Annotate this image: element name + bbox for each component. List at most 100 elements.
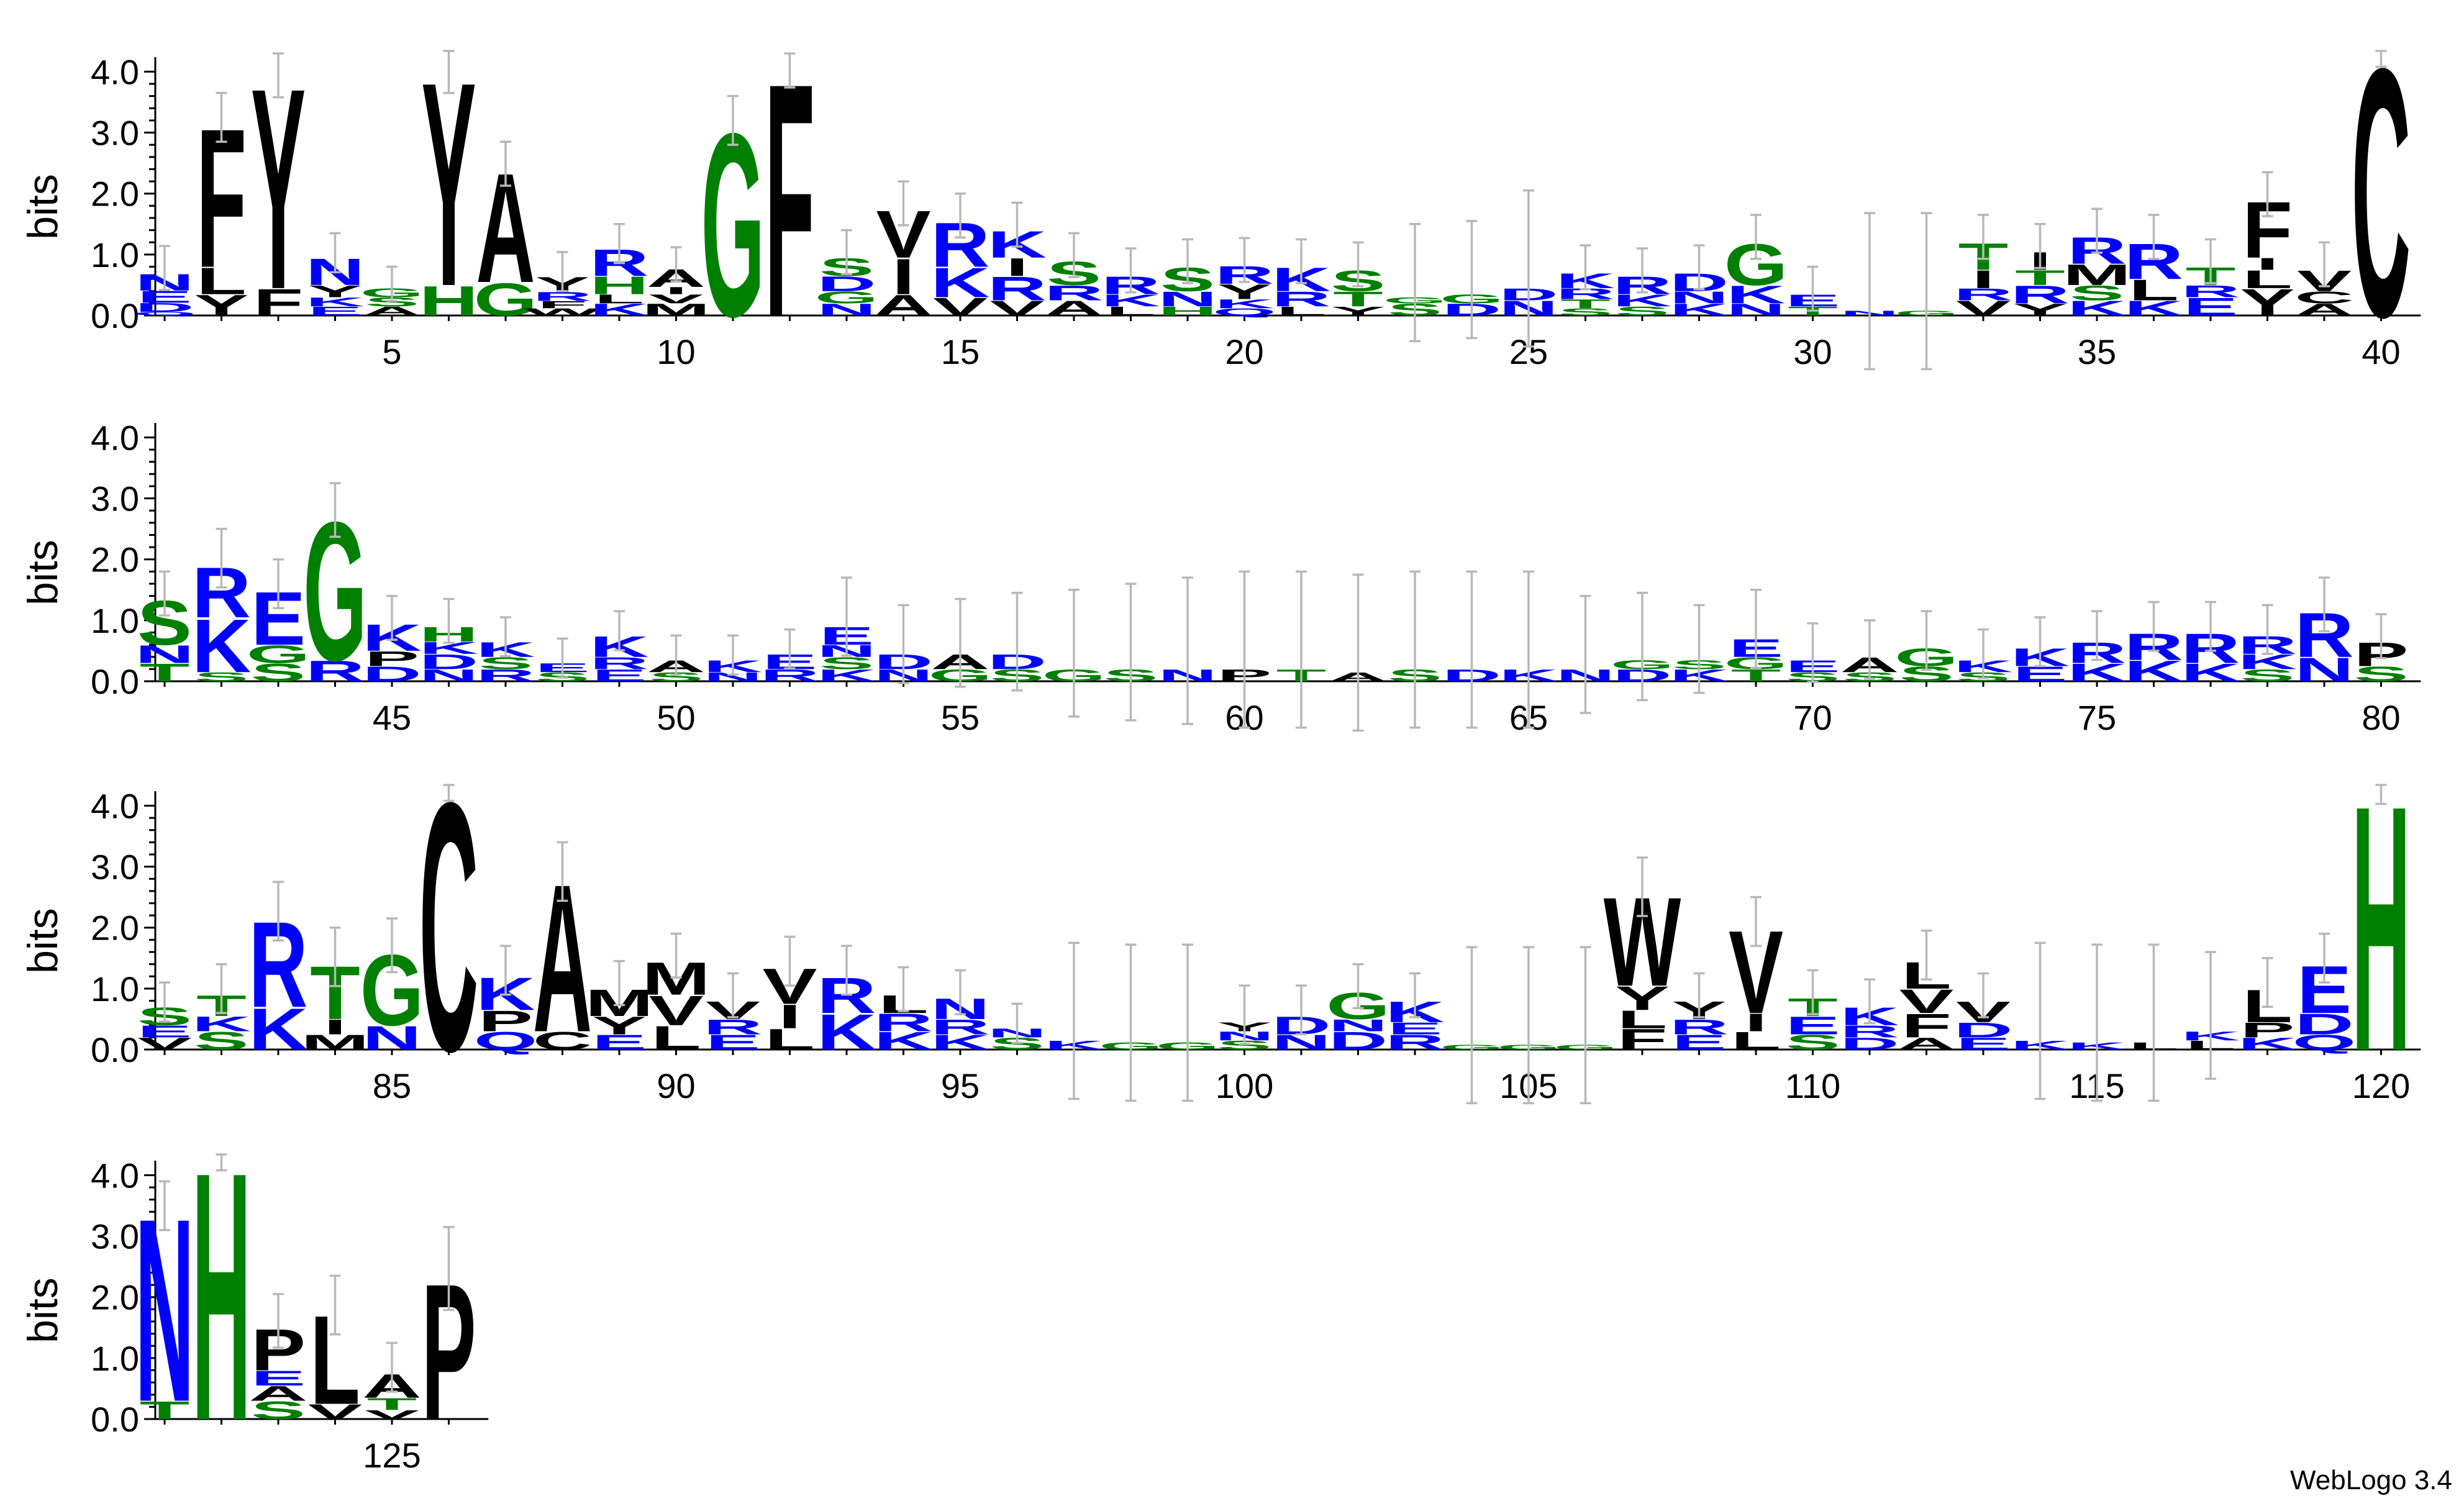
residue-n: N — [135, 640, 194, 669]
stack-94: KRL — [874, 966, 933, 1055]
stack-50: SA — [647, 634, 706, 684]
residue-s: S — [2070, 281, 2124, 305]
residue-v: V — [989, 297, 1044, 320]
residue-e: E — [592, 666, 647, 685]
stack-51: NK — [703, 634, 763, 684]
residue-l: L — [196, 260, 247, 302]
stack-98: G — [1099, 943, 1163, 1102]
stack-27: SKR — [1612, 247, 1672, 319]
residue-e: E — [137, 1022, 192, 1041]
residue-r: R — [2181, 282, 2240, 301]
residue-a: A — [248, 1382, 307, 1405]
residue-m: M — [2063, 258, 2131, 291]
residue-t: T — [1731, 666, 1781, 685]
residue-d: D — [1329, 1027, 1388, 1055]
stack-77: KR — [2181, 601, 2240, 687]
residue-k: K — [1726, 281, 1785, 309]
x-tick-label: 80 — [2362, 698, 2400, 737]
stack-116: L — [2129, 943, 2179, 1102]
y-tick-label: 1.0 — [91, 1339, 139, 1378]
residue-e: E — [2183, 292, 2238, 321]
stack-81: VES — [137, 981, 192, 1053]
residue-y: Y — [592, 1012, 647, 1040]
y-tick-label: 4.0 — [91, 418, 139, 457]
stack-115: K — [2067, 943, 2127, 1102]
stack-19: HNS — [1158, 238, 1217, 319]
stack-71: SA — [1840, 619, 1899, 684]
residue-s: S — [2240, 666, 2295, 685]
residue-y: Y — [2013, 301, 2068, 319]
y-tick-label: 4.0 — [91, 1156, 139, 1195]
residue-k: K — [192, 604, 251, 689]
x-tick-label: 70 — [1793, 698, 1832, 737]
residue-y: Y — [308, 282, 363, 301]
residue-d: D — [1953, 1018, 2012, 1042]
residue-r: R — [589, 654, 648, 673]
stack-30: TE — [1786, 265, 1840, 319]
residue-i: I — [665, 285, 688, 296]
residue-l: L — [1106, 304, 1156, 319]
residue-v: V — [933, 292, 988, 321]
stack-72: SG — [1894, 610, 1958, 686]
residue-e: E — [706, 1031, 760, 1054]
residue-v: V — [649, 292, 704, 306]
residue-s: S — [251, 658, 306, 687]
residue-m: M — [642, 301, 711, 319]
stack-5: ASG — [360, 265, 424, 319]
residue-a: A — [362, 304, 421, 319]
residue-r: R — [988, 270, 1047, 307]
residue-m: M — [301, 1031, 370, 1054]
residue-n: N — [1726, 301, 1785, 319]
stack-25: ND — [1499, 189, 1558, 348]
residue-i: I — [1972, 265, 1995, 294]
stack-89: EYM — [585, 959, 653, 1054]
stack-120: H — [2352, 732, 2411, 1124]
residue-y: Y — [1615, 980, 1670, 1017]
residue-s: S — [2353, 663, 2408, 686]
y-axis-label: bits — [19, 174, 66, 240]
stack-88: CA — [533, 840, 592, 1076]
residue-k: K — [192, 1012, 251, 1036]
residue-k: K — [248, 997, 307, 1063]
residue-v: V — [1899, 983, 1954, 1020]
y-tick-label: 2.0 — [91, 1278, 139, 1317]
residue-t: T — [1560, 297, 1611, 311]
residue-a: A — [2294, 301, 2353, 319]
residue-s: S — [194, 1027, 249, 1055]
stack-100: SNY — [1215, 984, 1274, 1053]
residue-k: K — [2067, 658, 2126, 687]
residue-d: D — [135, 301, 194, 315]
residue-l: L — [2129, 274, 2179, 307]
stack-17: ARS — [1044, 232, 1104, 320]
residue-r: R — [930, 1015, 989, 1039]
x-tick-label: 95 — [941, 1066, 980, 1105]
residue-q: Q — [474, 1027, 538, 1055]
residue-h: H — [419, 278, 478, 325]
x-tick-label: 90 — [657, 1066, 695, 1105]
y-tick-label: 3.0 — [91, 848, 139, 887]
stack-14: AIV — [874, 180, 933, 322]
residue-s: S — [1615, 304, 1670, 319]
stack-59: N — [1158, 576, 1217, 725]
stack-122: H — [192, 1098, 251, 1494]
stack-60: P — [1217, 570, 1271, 729]
stack-48: SE — [535, 637, 589, 684]
x-tick-label: 75 — [2078, 698, 2116, 737]
stack-63: S — [1388, 570, 1442, 729]
residue-f: F — [253, 281, 304, 324]
residue-r: R — [874, 1009, 933, 1037]
stack-119: QDE — [2293, 932, 2356, 1054]
stack-106: G — [1553, 946, 1617, 1105]
residue-n: N — [1158, 288, 1217, 311]
stack-62: A — [1329, 573, 1388, 732]
residue-r: R — [1271, 288, 1330, 311]
residue-d: D — [817, 272, 876, 296]
residue-g: G — [247, 640, 311, 669]
residue-n: N — [703, 670, 762, 684]
stack-87: QPK — [474, 945, 538, 1055]
x-tick-label: 40 — [2362, 332, 2400, 371]
